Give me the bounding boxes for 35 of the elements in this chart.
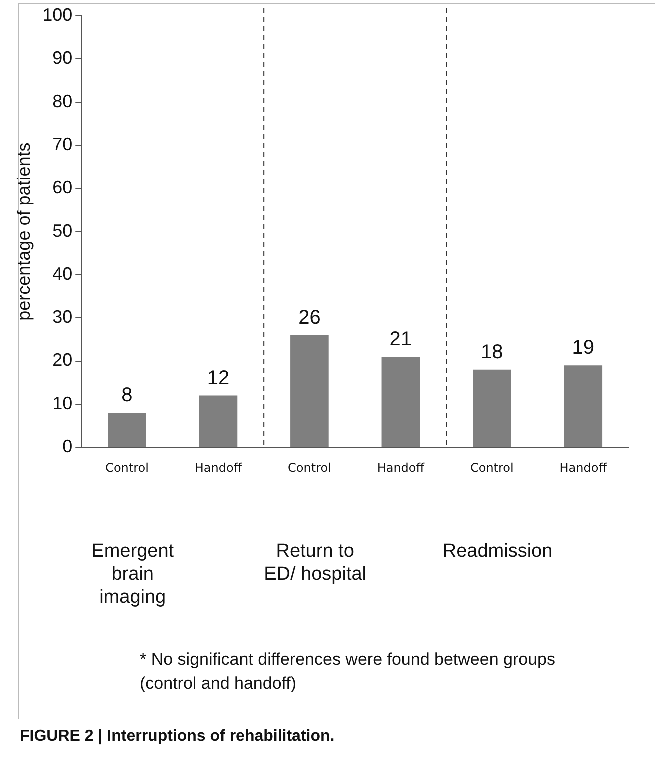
data-label: 26 (298, 306, 321, 329)
text: FIGURE 2 | Interruptions of rehabilitation. (20, 728, 335, 746)
text: Return to ED/ hospital (263, 540, 368, 586)
x-tick-label: Control (106, 460, 149, 475)
x-tick-label: Handoff (377, 460, 426, 475)
y-tick-label: 0 (62, 436, 73, 457)
y-tick-label: 20 (52, 350, 73, 370)
x-tick-label: Handoff (194, 460, 243, 475)
data-label: 12 (207, 367, 230, 390)
bar (108, 413, 146, 448)
y-tick-label: 40 (52, 264, 73, 284)
x-tick-label: Handoff (560, 460, 608, 475)
data-label: 8 (122, 384, 133, 407)
y-tick-label: 80 (52, 91, 73, 112)
text: Readmission (442, 540, 553, 563)
y-tick-label: 70 (52, 134, 73, 154)
bar (473, 370, 512, 448)
bar (199, 396, 238, 448)
bar (564, 366, 603, 448)
x-tick-label: Control (288, 460, 332, 475)
y-tick-label: 50 (52, 220, 73, 241)
text: Emergent brain imaging (90, 540, 176, 609)
data-label: 18 (481, 341, 504, 364)
data-label: 21 (390, 328, 412, 350)
y-tick-label: 60 (52, 178, 73, 198)
y-tick-label: 10 (52, 393, 73, 414)
bar (290, 335, 329, 448)
y-tick-label: 90 (52, 48, 73, 68)
y-tick-label: 30 (52, 307, 73, 328)
bar (382, 356, 420, 448)
text: * No significant differences were found between groups (control and handoff) (140, 649, 556, 695)
x-tick-label: Control (470, 460, 514, 475)
y-axis-title: percentage of patients (14, 142, 34, 321)
data-label: 19 (572, 337, 595, 360)
y-tick-label: 100 (42, 4, 73, 25)
